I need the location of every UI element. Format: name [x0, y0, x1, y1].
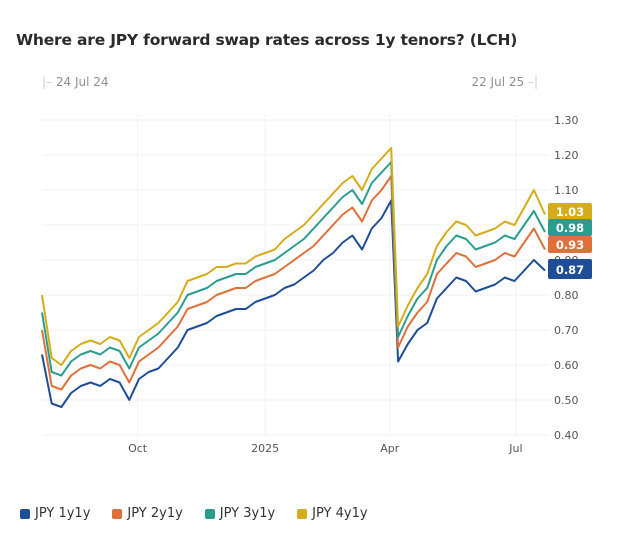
range-end-handle-icon: –|	[527, 75, 538, 89]
legend: JPY 1y1y JPY 2y1y JPY 3y1y JPY 4y1y	[20, 506, 368, 521]
last-value-label: 0.87	[556, 263, 584, 277]
legend-label: JPY 1y1y	[35, 506, 91, 521]
x-tick-label: Jul	[508, 442, 522, 455]
last-value-badge	[548, 259, 592, 279]
last-value-badge	[548, 203, 592, 220]
y-tick-label: 1.30	[554, 114, 579, 127]
series-line-jpy-3y1y[interactable]	[41, 161, 546, 377]
y-tick-label: 0.60	[554, 359, 579, 372]
range-end-label: 22 Jul 25	[471, 75, 525, 89]
legend-label: JPY 2y1y	[127, 506, 183, 521]
x-tick-label: Oct	[128, 442, 148, 455]
series-line-jpy-2y1y[interactable]	[41, 175, 546, 391]
last-value-badges: 1.03 0.98 0.93 0.87	[548, 203, 592, 279]
series-lines	[41, 147, 546, 408]
x-tick-label: 2025	[251, 442, 279, 455]
y-tick-label: 1.20	[554, 149, 579, 162]
legend-swatch-icon	[297, 508, 308, 519]
legend-label: JPY 3y1y	[219, 506, 276, 521]
legend-item[interactable]: JPY 3y1y	[204, 506, 276, 521]
chart-title: Where are JPY forward swap rates across …	[16, 31, 518, 49]
legend-label: JPY 4y1y	[312, 506, 368, 521]
legend-item[interactable]: JPY 1y1y	[20, 506, 90, 521]
x-axis-ticks: Oct 2025 Apr Jul	[128, 442, 522, 455]
y-tick-label: 0.70	[554, 324, 579, 337]
legend-item[interactable]: JPY 4y1y	[297, 506, 368, 521]
y-tick-label: 0.50	[554, 394, 579, 407]
last-value-label: 0.98	[556, 221, 584, 235]
last-value-label: 0.93	[556, 238, 584, 252]
legend-item[interactable]: JPY 2y1y	[112, 506, 183, 521]
x-tick-label: Apr	[380, 442, 400, 455]
legend-swatch-icon	[20, 508, 30, 519]
range-end[interactable]: 22 Jul 25 –|	[471, 75, 538, 89]
series-line-jpy-1y1y[interactable]	[41, 199, 546, 408]
legend-swatch-icon	[112, 508, 123, 519]
y-tick-label: 0.40	[554, 429, 579, 442]
last-value-badge	[548, 219, 592, 236]
range-start-handle-icon: |–	[42, 75, 53, 89]
range-start[interactable]: |– 24 Jul 24	[42, 75, 109, 89]
gridlines	[42, 115, 550, 436]
range-start-label: 24 Jul 24	[55, 75, 109, 89]
last-value-label: 1.03	[556, 205, 584, 219]
y-tick-label: 0.80	[554, 289, 579, 302]
series-line-jpy-4y1y[interactable]	[41, 147, 546, 366]
y-tick-label: 1.10	[554, 184, 579, 197]
legend-swatch-icon	[204, 508, 215, 519]
last-value-badge	[548, 236, 592, 253]
